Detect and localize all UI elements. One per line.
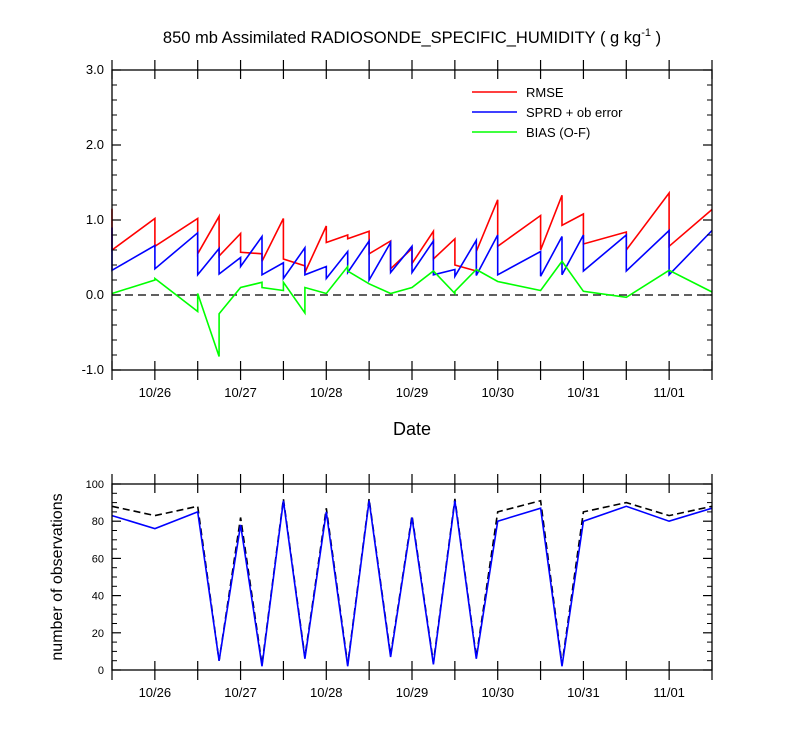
chart-title-main: 850 mb Assimilated RADIOSONDE_SPECIFIC_H… — [163, 29, 641, 47]
legend-label-rmse: RMSE — [526, 85, 564, 100]
y-tick-label: 100 — [86, 479, 104, 491]
series-assimilated — [111, 500, 713, 667]
x-tick-label: 10/28 — [310, 685, 343, 700]
series-bias-o-f — [111, 259, 713, 357]
chart-title-end: ) — [651, 29, 661, 47]
x-tick-label: 10/31 — [567, 685, 600, 700]
x-tick-label: 10/27 — [224, 685, 257, 700]
bottom-axes: 0 20 40 60 80 100 10/26 10/27 10/28 10/29 10/30 10/… — [86, 474, 713, 700]
legend-label-bias: BIAS (O-F) — [526, 125, 590, 140]
bottom-series-group — [111, 498, 713, 667]
x-tick-label: 10/27 — [224, 385, 257, 400]
y-tick-label: 0 — [98, 665, 104, 677]
y-tick-label: 2.0 — [86, 137, 104, 152]
y-tick-label: 1.0 — [86, 212, 104, 227]
legend-label-sprd: SPRD + ob error — [526, 105, 623, 120]
x-tick-label: 11/01 — [653, 385, 685, 400]
y-tick-label: 20 — [92, 628, 104, 640]
legend: RMSE SPRD + ob error BIAS (O-F) — [472, 85, 623, 140]
bottom-plot-frame — [111, 483, 713, 671]
x-tick-label: 10/26 — [139, 385, 172, 400]
top-series-group — [111, 190, 713, 357]
x-tick-label: 10/31 — [567, 385, 600, 400]
x-axis-label: Date — [393, 419, 431, 439]
top-plot-frame — [111, 69, 713, 371]
x-tick-label: 10/30 — [481, 385, 514, 400]
series-possible — [111, 498, 713, 665]
chart-title-superscript: -1 — [641, 27, 651, 39]
x-tick-label: 10/26 — [139, 685, 172, 700]
x-tick-label: 10/29 — [396, 385, 429, 400]
y-tick-label: 60 — [92, 553, 104, 565]
y-tick-label: 3.0 — [86, 62, 104, 77]
y-tick-label: 80 — [92, 516, 104, 528]
chart-title: 850 mb Assimilated RADIOSONDE_SPECIFIC_H… — [163, 27, 661, 47]
y-axis-label-observations: number of observations — [49, 493, 66, 660]
x-tick-label: 10/28 — [310, 385, 343, 400]
y-tick-label: 0.0 — [86, 287, 104, 302]
series-sprd-ob-error — [111, 227, 713, 284]
x-tick-label: 11/01 — [653, 685, 685, 700]
top-plot: -1.0 0.0 1.0 2.0 3.0 10/26 10/27 10/28 10/29 10/3… — [82, 60, 713, 400]
y-tick-label: -1.0 — [82, 362, 104, 377]
x-tick-label: 10/30 — [481, 685, 514, 700]
x-tick-label: 10/29 — [396, 685, 429, 700]
top-axes: -1.0 0.0 1.0 2.0 3.0 10/26 10/27 10/28 10/29 10/3… — [82, 60, 713, 400]
y-tick-label: 40 — [92, 591, 104, 603]
bottom-plot: 0 20 40 60 80 100 10/26 10/27 10/28 10/29 10/30 10/… — [86, 474, 713, 700]
